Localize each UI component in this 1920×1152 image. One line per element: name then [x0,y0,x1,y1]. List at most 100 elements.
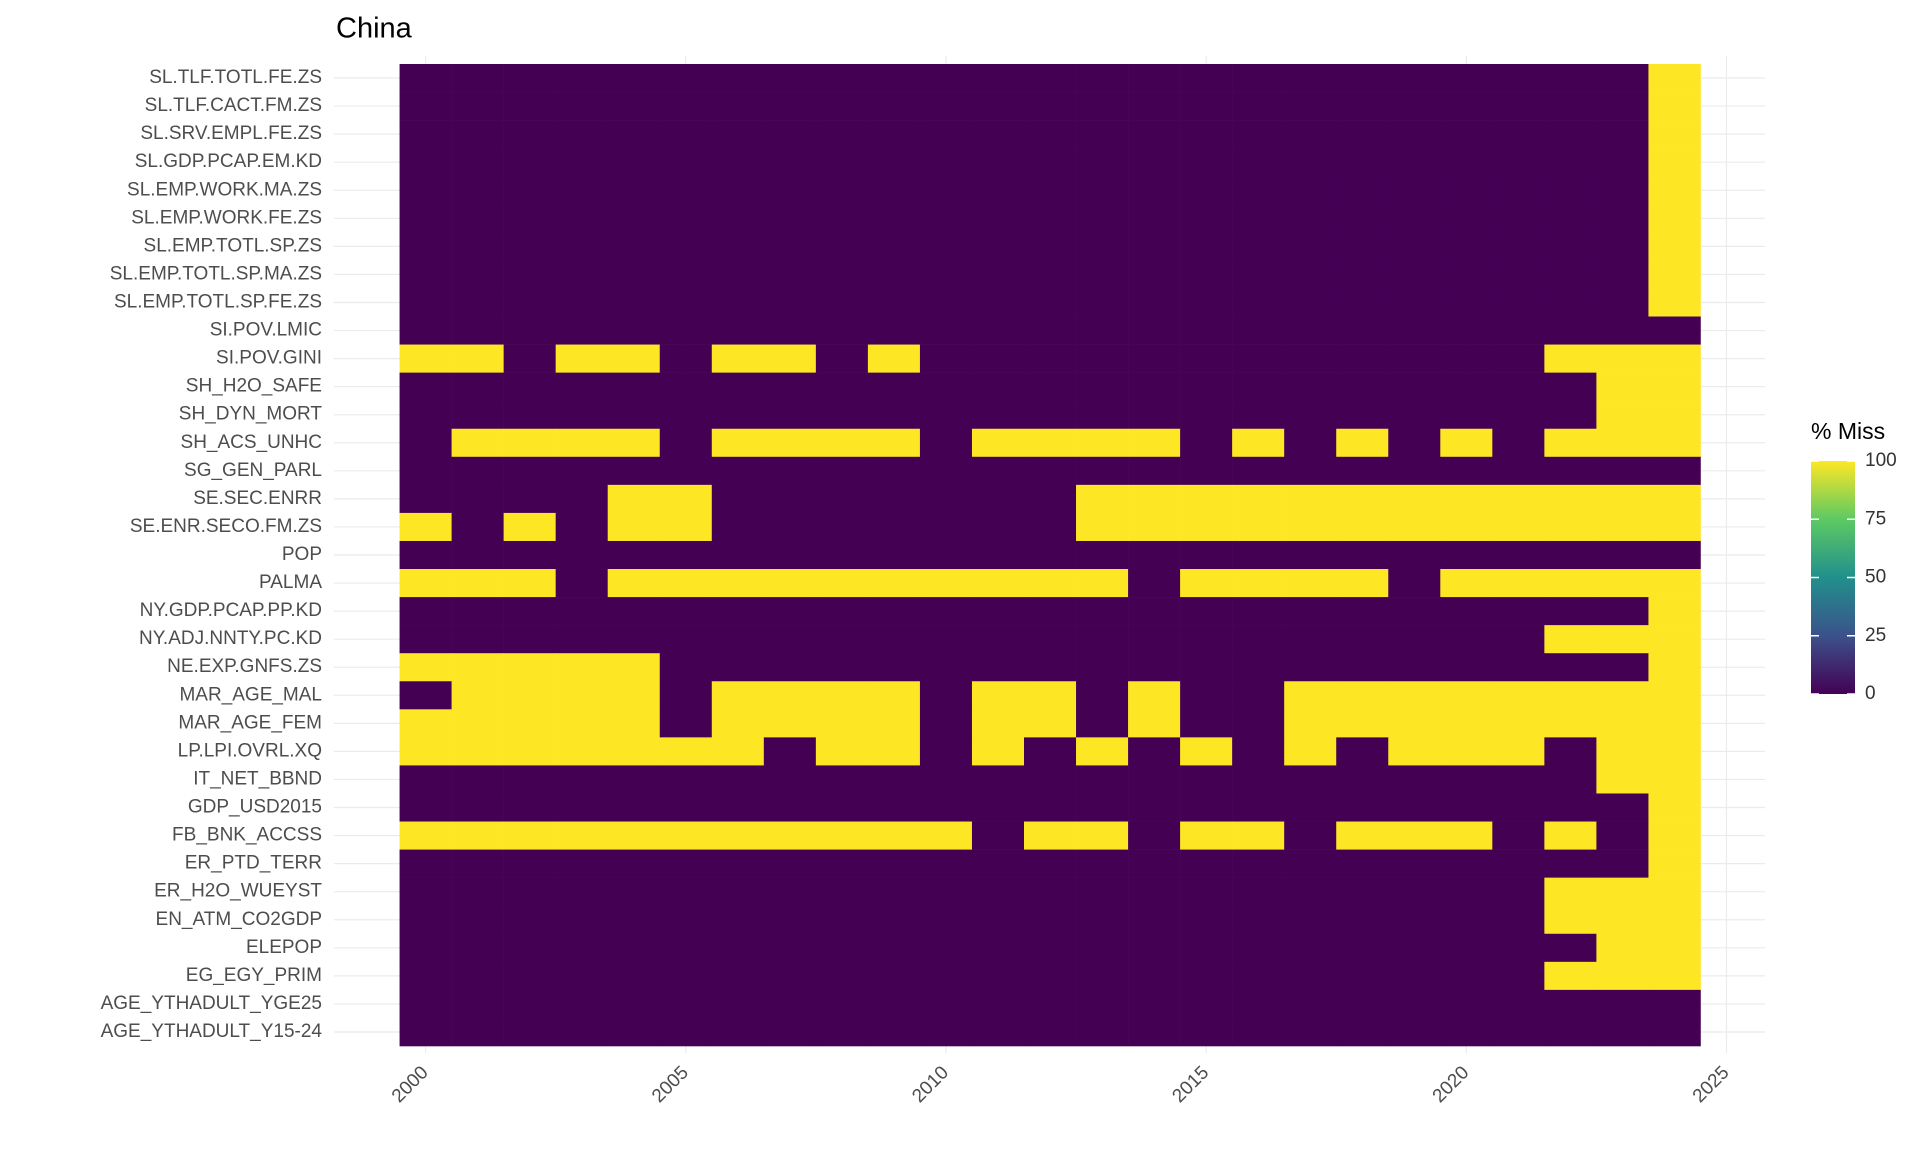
heat-cell [815,849,869,878]
y-tick-label: POP [282,544,322,565]
heat-cell [867,260,921,289]
heat-cell [1232,176,1285,205]
heat-cell [1596,92,1649,121]
heat-cell [1388,905,1441,935]
heat-cell [1336,681,1389,710]
heat-cell [399,204,452,233]
heat-cell [971,64,1025,93]
heat-cell [711,597,765,626]
heat-cell [763,456,817,486]
heat-cell [867,849,921,878]
heat-cell [451,765,504,794]
heat-cell [971,176,1025,205]
heat-cell [1128,933,1181,963]
heat-cell [1440,821,1493,850]
heat-cell [1128,793,1181,822]
heat-cell [763,512,817,542]
heat-cell [1596,232,1649,261]
heat-cell [555,905,609,935]
heat-cell [867,232,921,261]
heat-cell [867,653,921,682]
heat-cell [919,400,973,430]
heat-cell [1596,372,1649,401]
heat-cell [815,512,869,542]
heat-cell [1492,316,1545,345]
heat-cell [815,484,869,514]
heat-cell [451,681,504,710]
heat-cell [503,260,556,289]
heat-cell [451,877,504,907]
heat-cell [1440,372,1493,401]
heat-cell [867,540,921,570]
heat-cell [1596,400,1649,430]
heat-cell [971,92,1025,121]
heat-cell [1076,316,1129,345]
heat-cell [1492,176,1545,205]
heat-cell [1596,625,1649,654]
y-tick-label: SL.TLF.TOTL.FE.ZS [149,67,322,88]
heat-cell [503,597,556,626]
heat-cell [555,372,609,401]
heat-cell [971,288,1025,317]
heat-cell [815,64,869,93]
heat-cell [607,64,661,93]
heat-cell [919,120,973,149]
heat-cell [1544,597,1597,626]
heat-cell [1492,709,1545,738]
heat-cell [399,428,452,458]
heat-cell [1128,989,1181,1019]
heat-cell [919,681,973,710]
heat-cell [1648,148,1701,177]
heat-cell [1336,400,1389,430]
heat-cell [1024,989,1077,1019]
heat-cell [1648,821,1701,850]
heat-cell [1232,400,1285,430]
heat-cell [971,989,1025,1019]
heat-cell [1076,597,1129,626]
heat-cell [1440,877,1493,907]
heat-cell [607,681,661,710]
heat-cell [1388,737,1441,766]
heat-cell [1648,1017,1701,1047]
heat-cell [451,456,504,486]
heat-cell [815,204,869,233]
legend-label: 0 [1865,683,1876,704]
heat-cell [1492,821,1545,850]
heat-cell [1492,372,1545,401]
heat-cell [815,456,869,486]
heat-cell [555,64,609,93]
heat-cell [1336,569,1389,598]
heat-cell [1596,204,1649,233]
heat-cell [1180,92,1233,121]
heat-cell [1232,260,1285,289]
heat-cell [607,849,661,878]
heat-cell [815,176,869,205]
heat-cell [919,232,973,261]
heat-cell [607,989,661,1019]
heat-cell [1596,765,1649,794]
heat-cell [711,120,765,149]
heat-cell [1440,288,1493,317]
heat-cell [1596,148,1649,177]
heat-cell [919,512,973,542]
heat-cell [1024,569,1077,598]
heat-cell [659,681,713,710]
heat-cell [1336,540,1389,570]
heat-cell [503,120,556,149]
heat-cell [1440,400,1493,430]
heat-cell [1648,176,1701,205]
heat-cell [503,905,556,935]
heat-cell [971,372,1025,401]
heat-cell [919,456,973,486]
heat-cell [1076,148,1129,177]
heat-cell [659,709,713,738]
heat-cell [1128,821,1181,850]
heat-cell [711,428,765,458]
heat-cell [607,512,661,542]
heat-cell [1388,428,1441,458]
heat-cell [1544,793,1597,822]
heat-cell [1440,484,1493,514]
heat-cell [1388,204,1441,233]
heat-cell [919,597,973,626]
heat-cell [451,905,504,935]
